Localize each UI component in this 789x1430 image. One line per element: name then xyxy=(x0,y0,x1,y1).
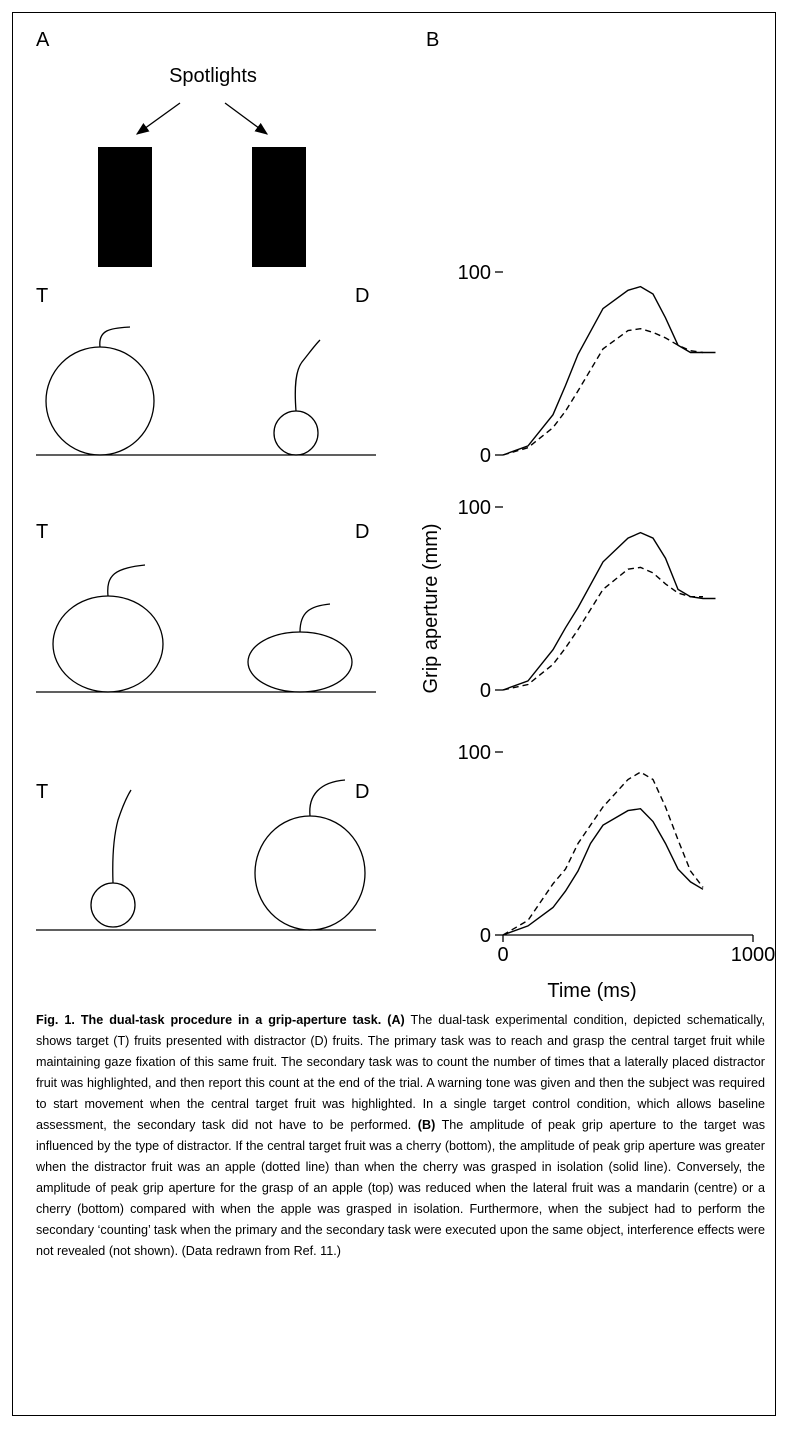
distractor-label: D xyxy=(355,285,369,307)
data-line xyxy=(502,531,716,691)
panel-label: A xyxy=(36,29,50,51)
stem xyxy=(299,603,331,633)
x-axis-label: Time (ms) xyxy=(547,980,636,1002)
spotlight xyxy=(98,147,152,267)
stem xyxy=(112,789,132,884)
stem xyxy=(309,779,346,817)
y-tick-label: 100 xyxy=(458,742,491,764)
caption-title: Fig. 1. The dual-task procedure in a gri… xyxy=(36,1013,382,1027)
stem xyxy=(99,326,131,348)
data-line xyxy=(502,771,704,936)
distractor-label: D xyxy=(355,521,369,543)
cherry xyxy=(273,410,319,456)
caption-text: The amplitude of peak grip aperture to t… xyxy=(36,1118,766,1258)
panel-label: B xyxy=(426,29,439,51)
caption-part-label: (A) xyxy=(387,1013,405,1027)
x-tick-label: 1000 xyxy=(731,944,776,966)
arrow xyxy=(224,102,269,135)
apple xyxy=(45,346,155,456)
spotlights-label: Spotlights xyxy=(169,65,257,87)
y-axis-label: Grip aperture (mm) xyxy=(420,523,442,693)
caption-part-label: (B) xyxy=(417,1118,436,1132)
x-tick-label: 0 xyxy=(497,944,508,966)
arrow xyxy=(135,102,181,135)
apple xyxy=(52,595,164,693)
stem xyxy=(294,339,321,412)
data-line xyxy=(502,285,716,456)
caption-text: The dual-task experimental condition, de… xyxy=(36,1013,765,1132)
distractor-label: D xyxy=(355,781,369,803)
panel-a: A Spotlights T D T D T D xyxy=(36,29,376,931)
data-line xyxy=(502,566,703,691)
y-tick-label: 100 xyxy=(458,262,491,284)
target-label: T xyxy=(36,285,48,307)
data-line xyxy=(502,807,704,936)
y-tick-label: 0 xyxy=(480,680,491,702)
apple xyxy=(254,815,366,931)
target-label: T xyxy=(36,781,48,803)
spotlight xyxy=(252,147,306,267)
target-label: T xyxy=(36,521,48,543)
figure: A Spotlights T D T D T D B 01000100Grip … xyxy=(36,29,776,1002)
caption: Fig. 1. The dual-task procedure in a gri… xyxy=(36,1010,765,1262)
stem xyxy=(107,564,146,597)
data-line xyxy=(502,327,704,456)
y-tick-label: 0 xyxy=(480,445,491,467)
cherry xyxy=(90,882,136,928)
mandarin xyxy=(247,631,353,693)
y-tick-label: 100 xyxy=(458,497,491,519)
y-tick-label: 0 xyxy=(480,925,491,947)
figure-frame xyxy=(12,12,776,1416)
